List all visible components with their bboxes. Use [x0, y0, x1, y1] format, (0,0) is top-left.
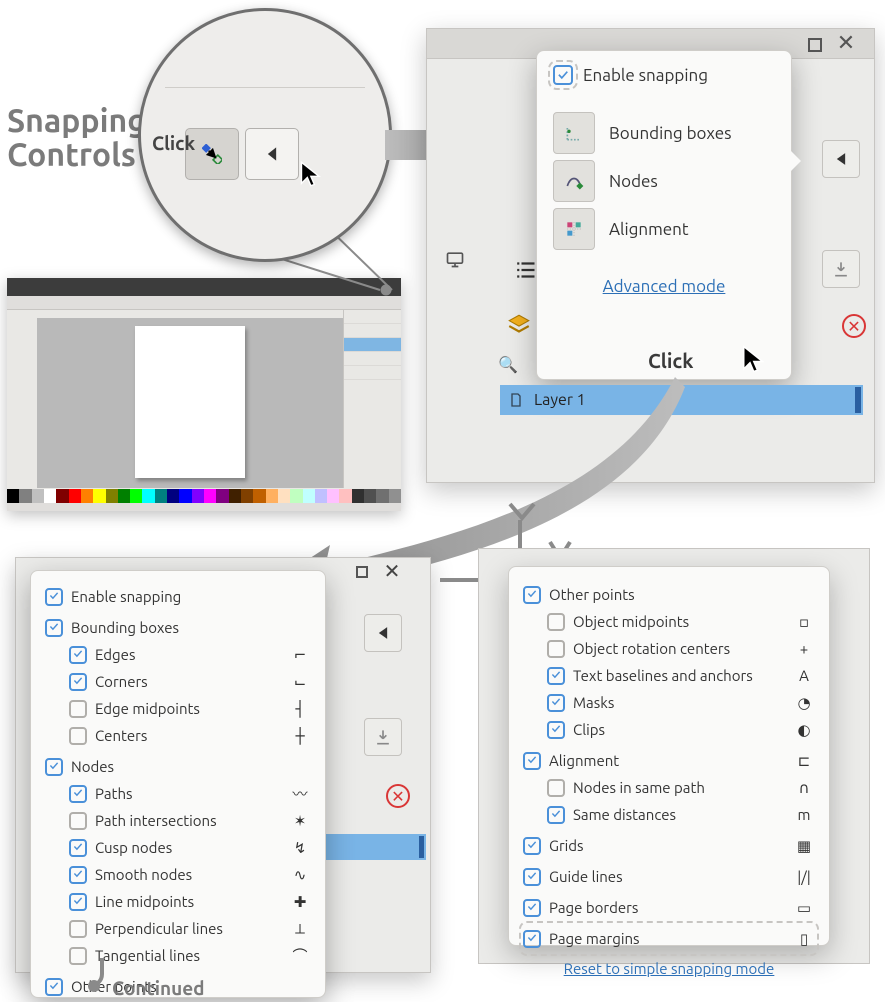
triangle-left-icon [373, 623, 393, 643]
check-other-points[interactable]: Other points [523, 581, 815, 608]
check-same-distances[interactable]: Same distancesm [523, 801, 815, 828]
check-object-rotation-centers[interactable]: Object rotation centers+ [523, 635, 815, 662]
check-path-intersections[interactable]: Path intersections✶ [45, 807, 311, 834]
download-icon [831, 259, 851, 279]
download-icon [373, 727, 393, 747]
check-cusp-nodes[interactable]: Cusp nodes↯ [45, 834, 311, 861]
advanced-mode-link[interactable]: Advanced mode [553, 277, 775, 296]
check-masks[interactable]: Masks◔ [523, 689, 815, 716]
check-object-midpoints[interactable]: Object midpoints▫ [523, 608, 815, 635]
mini-page [135, 326, 245, 478]
check-edge-midpoints[interactable]: Edge midpoints┤ [45, 695, 311, 722]
snap-icon [202, 144, 222, 164]
enable-snapping-checkbox[interactable]: Enable snapping [45, 583, 311, 610]
restore-icon[interactable] [356, 566, 368, 578]
side-button[interactable] [364, 718, 402, 756]
check-page-margins[interactable]: Page margins▯ [523, 925, 815, 952]
nodes-icon [564, 171, 584, 191]
enable-snapping-checkbox[interactable]: ✓ Enable snapping [553, 65, 775, 85]
simple-row-bbox[interactable]: Bounding boxes [553, 109, 775, 157]
check-guide-lines[interactable]: Guide lines|/| [523, 863, 815, 890]
delete-button[interactable]: ✕ [386, 784, 410, 808]
check-perpendicular-lines[interactable]: Perpendicular lines⟂ [45, 915, 311, 942]
annotation-title: Snapping Controls [7, 105, 146, 172]
check-edges[interactable]: Edges⌐ [45, 641, 311, 668]
snap-popover-advanced: Enable snapping Bounding boxesEdges⌐Corne… [30, 570, 326, 998]
close-button[interactable]: ✕ [834, 34, 858, 52]
triangle-left-icon [262, 144, 282, 164]
triangle-left-icon [831, 149, 851, 169]
check-line-midpoints[interactable]: Line midpoints✚ [45, 888, 311, 915]
snap-popover-advanced-2: Other pointsObject midpoints▫Object rota… [508, 566, 830, 946]
check-text-baselines-and-anchors[interactable]: Text baselines and anchorsA [523, 662, 815, 689]
snap-popover-simple: ✓ Enable snapping Bounding boxes Nodes A… [536, 50, 792, 380]
snap-popover-button[interactable] [245, 128, 299, 180]
bbox-icon [564, 123, 584, 143]
search-icon: 🔍 [498, 355, 518, 374]
check-nodes[interactable]: Nodes [45, 753, 311, 780]
check-bounding-boxes[interactable]: Bounding boxes [45, 614, 311, 641]
check-grids[interactable]: Grids▦ [523, 832, 815, 859]
simple-row-nodes[interactable]: Nodes [553, 157, 775, 205]
check-smooth-nodes[interactable]: Smooth nodes∿ [45, 861, 311, 888]
layers-icon [506, 312, 532, 338]
snap-popover-button-small[interactable] [364, 614, 402, 652]
close-button[interactable]: ✕ [380, 562, 404, 580]
align-icon [564, 219, 584, 239]
check-nodes-in-same-path[interactable]: Nodes in same path∩ [523, 774, 815, 801]
reset-simple-link[interactable]: Reset to simple snapping mode [523, 960, 815, 977]
check-alignment[interactable]: Alignment⊏ [523, 747, 815, 774]
check-page-borders[interactable]: Page borders▭ [523, 894, 815, 921]
check-corners[interactable]: Corners⌙ [45, 668, 311, 695]
check-centers[interactable]: Centers┼ [45, 722, 311, 749]
restore-icon[interactable] [808, 38, 822, 52]
side-button[interactable] [822, 250, 860, 288]
delete-button[interactable]: ✕ [842, 314, 866, 338]
check-paths[interactable]: Paths〰 [45, 780, 311, 807]
cursor-icon [298, 160, 326, 188]
simple-row-align[interactable]: Alignment [553, 205, 775, 253]
annotation-continued: Continued [112, 977, 205, 999]
check-clips[interactable]: Clips◐ [523, 716, 815, 743]
monitor-icon [436, 240, 474, 278]
snap-popover-button-small[interactable] [822, 140, 860, 178]
annotation-click-1: Click [152, 132, 195, 154]
layer-row[interactable] [316, 834, 426, 860]
